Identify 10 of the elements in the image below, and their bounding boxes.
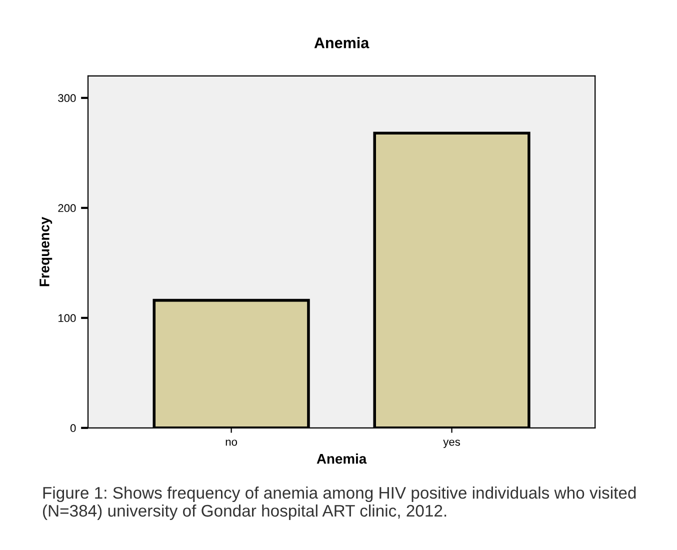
x-tick-label: yes xyxy=(443,440,460,448)
y-tick-label: 200 xyxy=(58,204,76,212)
caption: Figure 1: Shows frequency of anemia among HIV positive individuals who visited (N=384) university of Gondar hospital ART clinic, 2012. xyxy=(43,486,636,520)
x-axis-title: Anemia xyxy=(316,454,367,464)
chart-title: Anemia xyxy=(314,37,370,48)
y-tick-label: 0 xyxy=(70,424,76,432)
x-tick-label: no xyxy=(226,440,238,446)
y-tick-label: 100 xyxy=(58,314,76,322)
y-tick-label: 300 xyxy=(58,94,76,102)
y-axis-title: Frequency xyxy=(40,216,52,286)
